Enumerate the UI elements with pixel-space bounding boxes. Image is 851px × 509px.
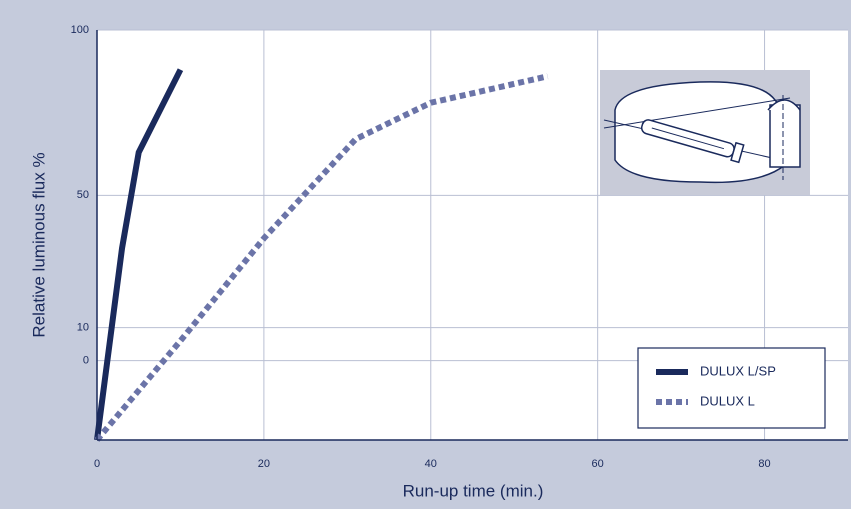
legend-label: DULUX L/SP <box>700 363 776 378</box>
y-tick-label: 10 <box>77 321 89 333</box>
x-tick-label: 40 <box>425 458 437 470</box>
y-axis-label: Relative luminous flux % <box>29 152 48 337</box>
legend: DULUX L/SP DULUX L <box>638 348 825 428</box>
x-tick-label: 0 <box>94 458 100 470</box>
y-tick-label: 0 <box>83 355 89 367</box>
chart: DULUX L/SP DULUX L Run-up time (min.) Rel… <box>0 0 851 509</box>
x-tick-label: 80 <box>758 458 770 470</box>
x-tick-label: 20 <box>258 458 270 470</box>
y-tick-label: 50 <box>77 189 89 201</box>
legend-label: DULUX L <box>700 393 755 408</box>
y-tick-label: 100 <box>71 24 89 36</box>
x-tick-label: 60 <box>592 458 604 470</box>
lamp-illustration <box>600 70 810 195</box>
legend-box <box>638 348 825 428</box>
x-axis-label: Run-up time (min.) <box>403 481 544 500</box>
